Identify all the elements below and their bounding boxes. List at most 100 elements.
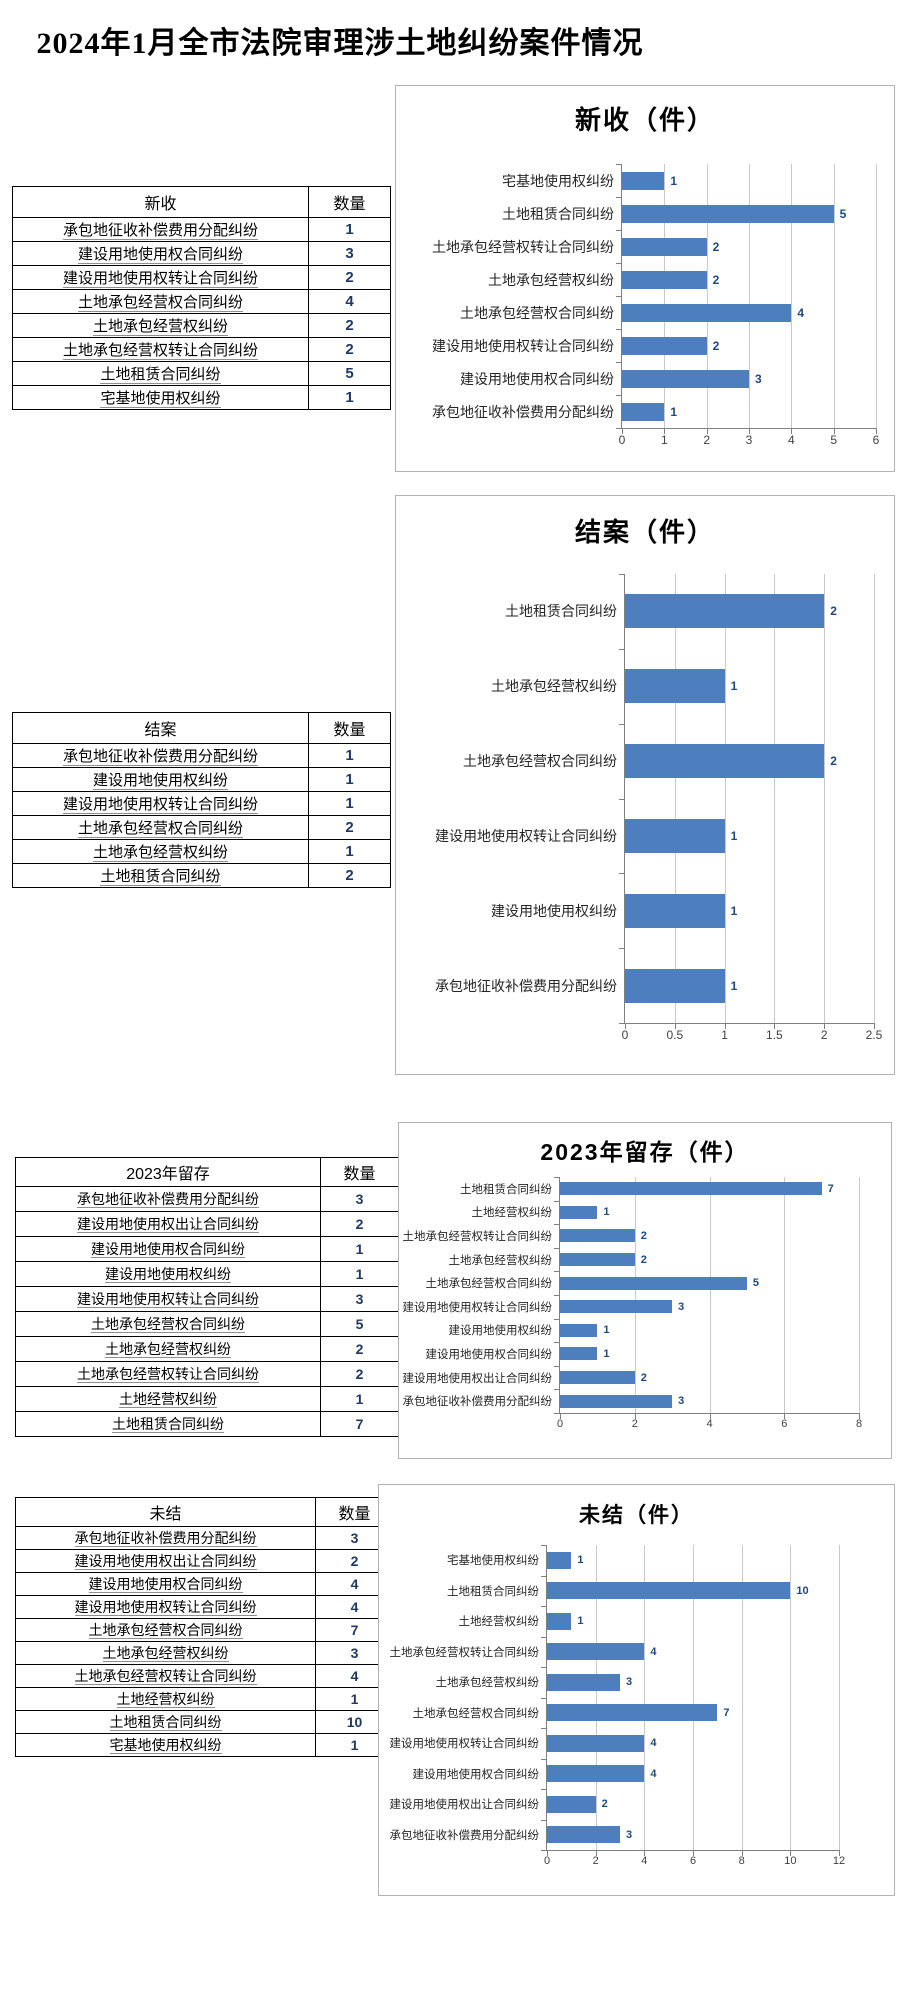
axis-tick [616, 263, 622, 264]
case-count: 3 [320, 1286, 399, 1312]
bar-value-label: 1 [577, 1554, 584, 1567]
category-label: 建设用地使用权转让合同纠纷 [389, 1738, 540, 1751]
bar-value-label: 5 [752, 1277, 759, 1290]
case-count: 2 [308, 313, 391, 338]
case-count: 2 [320, 1361, 399, 1387]
category-label: 建设用地使用权转让合同纠纷 [432, 337, 614, 354]
bar [560, 1182, 822, 1196]
gridline [706, 164, 708, 428]
chart-row: 建设用地使用权出让合同纠纷 2 [390, 1789, 839, 1820]
bar-value-label: 1 [730, 679, 738, 694]
bar [625, 669, 725, 704]
category-label: 土地承包经营权纠纷 [435, 1677, 540, 1690]
bar-value-label: 1 [603, 1347, 610, 1360]
axis-tick [774, 1023, 776, 1029]
axis-tick [634, 1413, 636, 1419]
x-tick-label: 1.5 [766, 1028, 783, 1042]
chart-rows: 土地租赁合同纠纷 7 土地经营权纠纷 1 土地承包经营权转让合同纠纷 2 土地承包经营权纠纷… [403, 1177, 859, 1413]
table-row: 承包地征收补偿费用分配纠纷 1 [12, 743, 391, 768]
table-row: 土地经营权纠纷 1 [15, 1386, 399, 1412]
table-title-cell: 未结 [15, 1497, 316, 1527]
table-row: 土地租赁合同纠纷 10 [15, 1710, 394, 1734]
bar-value-label: 10 [796, 1584, 809, 1597]
axis-tick [554, 1413, 560, 1414]
axis-tick [560, 1413, 561, 1419]
bar-value-label: 2 [640, 1253, 647, 1266]
category-label: 宅基地使用权纠纷 [447, 1555, 539, 1568]
x-tick-label: 12 [832, 1855, 846, 1867]
case-count: 2 [308, 815, 391, 840]
category-label: 土地承包经营权转让合同纠纷 [432, 238, 614, 255]
case-type-label: 土地经营权纠纷 [116, 1691, 215, 1708]
table-closed-cases: 结案 数量 承包地征收补偿费用分配纠纷 1 建设用地使用权纠纷 1 建设用地使用权转让合… [12, 712, 391, 888]
gridline [784, 1177, 786, 1413]
x-tick-label: 0 [556, 1418, 564, 1430]
axis-tick [644, 1850, 646, 1856]
table-body: 承包地征收补偿费用分配纠纷 1 建设用地使用权纠纷 1 建设用地使用权转让合同纠纷 1 土地… [12, 743, 391, 888]
gridline [791, 164, 793, 428]
axis-tick [554, 1389, 560, 1391]
chart-row: 承包地征收补偿费用分配纠纷 1 [435, 948, 874, 1023]
chart-row: 土地承包经营权合同纠纷 7 [413, 1698, 839, 1729]
case-count: 1 [320, 1386, 399, 1412]
axis-tick [616, 230, 622, 231]
x-tick-label: 10 [784, 1855, 797, 1867]
axis-tick [541, 1819, 547, 1821]
bar-value-label: 3 [678, 1300, 685, 1313]
table-row: 承包地征收补偿费用分配纠纷 3 [15, 1526, 394, 1550]
bar [560, 1394, 673, 1408]
bar [547, 1643, 645, 1661]
gridline [634, 1177, 636, 1413]
axis-tick [709, 1413, 711, 1419]
table-new-cases: 新收 数量 承包地征收补偿费用分配纠纷 1 建设用地使用权合同纠纷 3 建设用地使用权转… [12, 186, 391, 410]
chart-row: 土地承包经营权合同纠纷 5 [426, 1271, 859, 1295]
axis-tick [541, 1728, 547, 1729]
category-label: 建设用地使用权转让合同纠纷 [402, 1301, 553, 1314]
case-type-label: 承包地征收补偿费用分配纠纷 [77, 1191, 259, 1208]
case-count: 2 [308, 863, 391, 888]
chart-row: 建设用地使用权出让合同纠纷 2 [403, 1366, 859, 1390]
case-count: 2 [320, 1211, 399, 1237]
case-count: 2 [320, 1336, 399, 1362]
table-row: 土地承包经营权转让合同纠纷 2 [12, 337, 391, 362]
case-count: 1 [320, 1236, 399, 1262]
bar-value-label: 4 [650, 1737, 657, 1750]
x-tick-label: 2 [703, 433, 710, 447]
page-title: 2024年1月全市法院审理涉土地纠纷案件情况 [36, 27, 644, 60]
axis-tick [693, 1850, 694, 1856]
table-header-row: 2023年留存 数量 [15, 1157, 399, 1187]
category-label: 建设用地使用权合同纠纷 [412, 1768, 540, 1781]
axis-tick [541, 1667, 547, 1668]
axis-tick [554, 1247, 560, 1249]
category-label: 承包地征收补偿费用分配纠纷 [402, 1396, 553, 1409]
chart-row: 土地租赁合同纠纷 10 [447, 1576, 839, 1607]
gridline [839, 1545, 840, 1850]
chart-carryover-2023: 2023年留存（件） 0 2 4 6 8 土地租赁合同纠纷 7 土地经营权纠纷 1 土地承包经营权… [398, 1122, 892, 1459]
axis-tick [833, 428, 835, 434]
bar-value-label: 3 [678, 1395, 685, 1408]
bar-value-label: 1 [730, 828, 738, 843]
case-type-label: 土地承包经营权合同纠纷 [88, 1622, 243, 1639]
table-row: 土地承包经营权纠纷 2 [15, 1336, 399, 1362]
category-label: 土地租赁合同纠纷 [502, 205, 614, 222]
table-row: 建设用地使用权合同纠纷 3 [12, 241, 391, 266]
x-tick-label: 2 [820, 1028, 828, 1042]
x-tick-label: 2.5 [865, 1028, 883, 1042]
case-count: 1 [308, 743, 391, 768]
bar-value-label: 2 [640, 1229, 647, 1242]
bar [560, 1205, 598, 1219]
gridline [644, 1545, 646, 1850]
axis-tick [616, 296, 622, 297]
case-type-label: 土地承包经营权合同纠纷 [91, 1316, 245, 1333]
axis-tick [616, 395, 622, 396]
bar [622, 204, 834, 223]
x-tick-label: 1 [721, 1028, 728, 1042]
table-row: 土地承包经营权纠纷 1 [12, 839, 391, 864]
axis-tick [616, 329, 622, 330]
chart-row: 建设用地使用权合同纠纷 1 [426, 1342, 859, 1366]
chart-row: 土地经营权纠纷 1 [472, 1201, 859, 1225]
x-tick-label: 8 [855, 1418, 863, 1430]
case-type-label: 建设用地使用权转让合同纠纷 [62, 270, 258, 288]
bar [625, 594, 825, 629]
chart-row: 宅基地使用权纠纷 1 [447, 1545, 839, 1576]
